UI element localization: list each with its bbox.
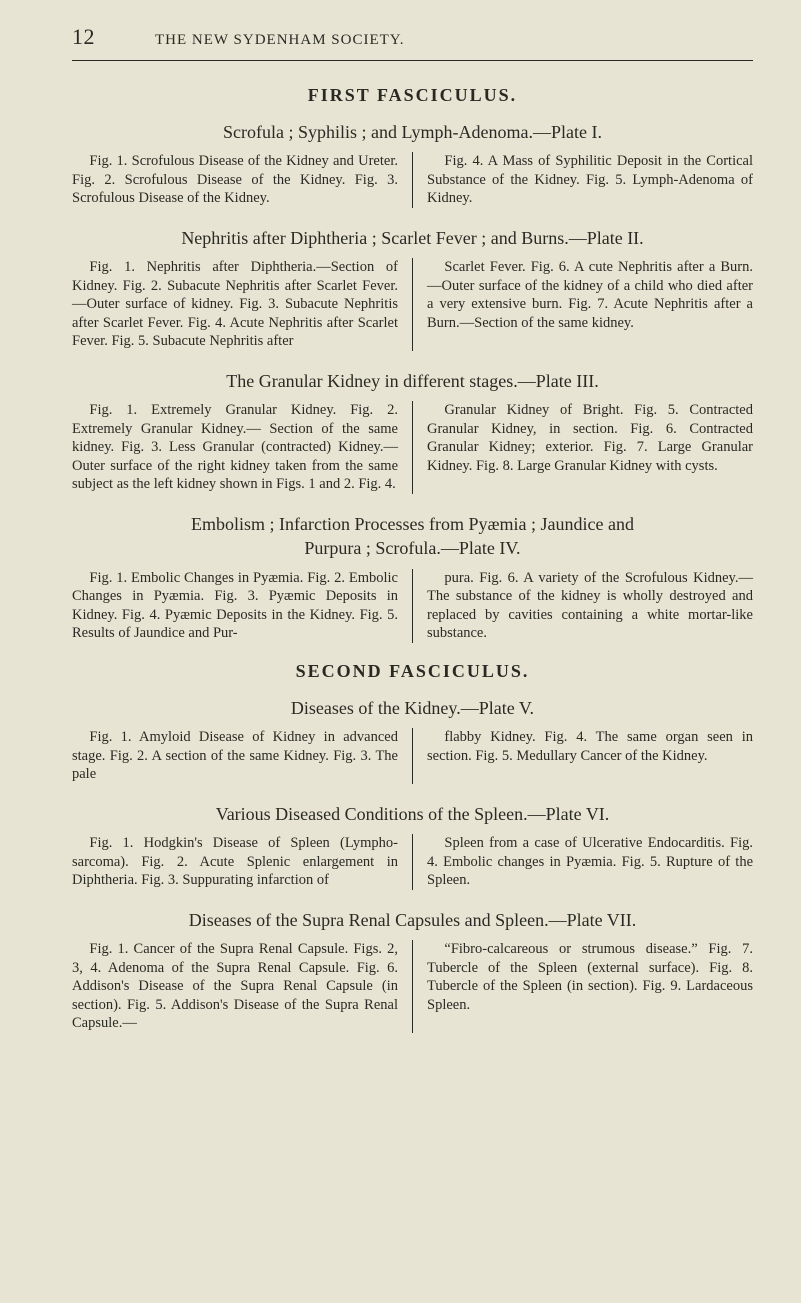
plate-1-col-left: Fig. 1. Scrofulous Disease of the Kidney…	[72, 152, 413, 208]
fasciculus-1-head: FIRST FASCICULUS.	[72, 85, 753, 106]
fasciculus-2-head: SECOND FASCICULUS.	[72, 661, 753, 682]
body-text: Fig. 1. Extremely Granular Kidney. Fig. …	[72, 401, 398, 494]
plate-5-title: Diseases of the Kidney.—Plate V.	[72, 696, 753, 720]
plate-1-col-right: Fig. 4. A Mass of Syphilitic Deposit in …	[413, 152, 753, 208]
plate-2-col-right: Scarlet Fever. Fig. 6. A cute Nephritis …	[413, 258, 753, 351]
body-text: Fig. 1. Hodgkin's Disease of Spleen (Lym…	[72, 834, 398, 890]
plate-2-col-left: Fig. 1. Nephritis after Diphtheria.—Sect…	[72, 258, 413, 351]
plate-6-col-left: Fig. 1. Hodgkin's Disease of Spleen (Lym…	[72, 834, 413, 890]
plate-3-body: Fig. 1. Extremely Granular Kidney. Fig. …	[72, 401, 753, 494]
plate-7-body: Fig. 1. Cancer of the Supra Renal Capsul…	[72, 940, 753, 1033]
plate-4-col-right: pura. Fig. 6. A variety of the Scrofulou…	[413, 569, 753, 643]
plate-5-col-left: Fig. 1. Amyloid Disease of Kidney in adv…	[72, 728, 413, 784]
plate-7-col-right: “Fibro-calcareous or strumous disease.” …	[413, 940, 753, 1033]
body-text: Granular Kidney of Bright. Fig. 5. Contr…	[427, 401, 753, 475]
plate-4-title-line1: Embolism ; Infarction Processes from Pyæ…	[191, 514, 634, 534]
plate-4-col-left: Fig. 1. Embolic Changes in Pyæmia. Fig. …	[72, 569, 413, 643]
plate-7-col-left: Fig. 1. Cancer of the Supra Renal Capsul…	[72, 940, 413, 1033]
plate-1-title: Scrofula ; Syphilis ; and Lymph-Adenoma.…	[72, 120, 753, 144]
page: 12 THE NEW SYDENHAM SOCIETY. FIRST FASCI…	[0, 0, 801, 1303]
running-title: THE NEW SYDENHAM SOCIETY.	[155, 32, 404, 49]
plate-2-title: Nephritis after Diphtheria ; Scarlet Fev…	[72, 226, 753, 250]
body-text: “Fibro-calcareous or strumous disease.” …	[427, 940, 753, 1014]
running-head: 12 THE NEW SYDENHAM SOCIETY.	[72, 24, 753, 50]
plate-7-title: Diseases of the Supra Renal Capsules and…	[72, 908, 753, 932]
body-text: Fig. 1. Nephritis after Diphtheria.—Sect…	[72, 258, 398, 351]
body-text: pura. Fig. 6. A variety of the Scrofulou…	[427, 569, 753, 643]
body-text: flabby Kidney. Fig. 4. The same organ se…	[427, 728, 753, 765]
plate-5-body: Fig. 1. Amyloid Disease of Kidney in adv…	[72, 728, 753, 784]
body-text: Fig. 1. Amyloid Disease of Kidney in adv…	[72, 728, 398, 784]
plate-6-body: Fig. 1. Hodgkin's Disease of Spleen (Lym…	[72, 834, 753, 890]
plate-4-body: Fig. 1. Embolic Changes in Pyæmia. Fig. …	[72, 569, 753, 643]
plate-3-title: The Granular Kidney in different stages.…	[72, 369, 753, 393]
body-text: Spleen from a case of Ulcerative Endocar…	[427, 834, 753, 890]
plate-1-body: Fig. 1. Scrofulous Disease of the Kidney…	[72, 152, 753, 208]
plate-6-col-right: Spleen from a case of Ulcerative Endocar…	[413, 834, 753, 890]
plate-3-col-left: Fig. 1. Extremely Granular Kidney. Fig. …	[72, 401, 413, 494]
plate-2-body: Fig. 1. Nephritis after Diphtheria.—Sect…	[72, 258, 753, 351]
plate-6-title: Various Diseased Conditions of the Splee…	[72, 802, 753, 826]
plate-5-col-right: flabby Kidney. Fig. 4. The same organ se…	[413, 728, 753, 784]
body-text: Fig. 1. Cancer of the Supra Renal Capsul…	[72, 940, 398, 1033]
plate-4-title: Embolism ; Infarction Processes from Pyæ…	[72, 512, 753, 561]
divider	[72, 60, 753, 61]
body-text: Fig. 4. A Mass of Syphilitic Deposit in …	[427, 152, 753, 208]
body-text: Scarlet Fever. Fig. 6. A cute Nephritis …	[427, 258, 753, 332]
body-text: Fig. 1. Scrofulous Disease of the Kidney…	[72, 152, 398, 208]
plate-3-col-right: Granular Kidney of Bright. Fig. 5. Contr…	[413, 401, 753, 494]
body-text: Fig. 1. Embolic Changes in Pyæmia. Fig. …	[72, 569, 398, 643]
plate-4-title-line2: Purpura ; Scrofula.—Plate IV.	[304, 538, 520, 558]
page-number: 12	[72, 24, 95, 50]
